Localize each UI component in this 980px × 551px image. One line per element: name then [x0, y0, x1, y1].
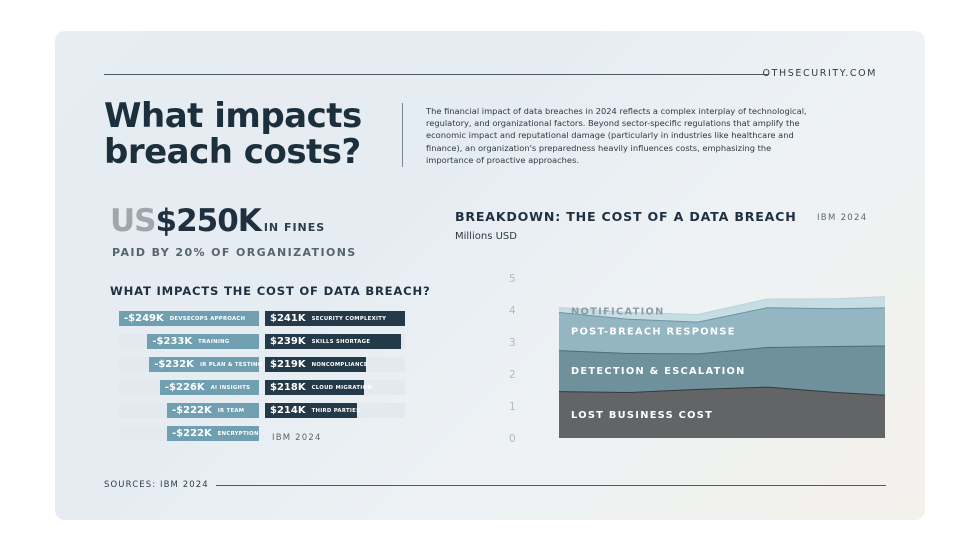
fines-amount: $250K [155, 203, 262, 239]
fines-label: IN FINES [263, 221, 326, 234]
chart-title: BREAKDOWN: THE COST OF A DATA BREACH [455, 209, 797, 224]
area-boundary-line [558, 386, 885, 396]
y-tick-label: 4 [509, 305, 516, 317]
amplifier-bar-label: NONCOMPLIANCE [311, 361, 368, 368]
amplifier-bar-row: $239K SKILLS SHORTAGE [265, 334, 405, 349]
amplifier-bar: $241K SECURITY COMPLEXITY [265, 311, 405, 326]
headline: What impacts breach costs? [104, 98, 362, 170]
headline-line-1: What impacts [104, 96, 362, 136]
reducer-bar: -$249K DEVSECOPS APPROACH [119, 311, 259, 326]
reducer-bar-value: -$226K [164, 382, 205, 393]
y-tick-label: 3 [509, 337, 516, 349]
reducer-bar-row: -$249K DEVSECOPS APPROACH [119, 311, 259, 326]
amplifier-bar-label: SKILLS SHORTAGE [311, 338, 371, 345]
series-label: NOTIFICATION [571, 306, 665, 317]
chart-source: IBM 2024 [817, 213, 868, 223]
y-tick-label: 5 [509, 273, 516, 285]
reducer-bar-value: -$222K [172, 405, 212, 416]
y-tick-label: 0 [509, 433, 516, 445]
amplifier-bar: $219K NONCOMPLIANCE [265, 357, 368, 372]
area-boundary-line [558, 296, 885, 315]
reducer-bar: -$233K TRAINING [147, 334, 259, 349]
site-name[interactable]: OTHSECURITY.COM [762, 68, 877, 79]
reducer-bar-value: -$249K [124, 313, 164, 324]
amplifier-bar-value: $239K [270, 336, 306, 347]
amplifier-bar-row: $219K NONCOMPLIANCE [265, 357, 405, 372]
intro-paragraph: The financial impact of data breaches in… [426, 106, 807, 165]
reducer-bar-value: -$232K [154, 359, 194, 370]
reducer-bar-row: -$233K TRAINING [119, 334, 259, 349]
bottom-divider [216, 485, 886, 486]
amplifier-bar-value: $218K [270, 382, 306, 393]
amplifier-bar: $214K THIRD PARTIES [265, 403, 360, 418]
headline-line-2: breach costs? [104, 132, 361, 172]
amplifier-bar-label: CLOUD MIGRATION [311, 384, 373, 391]
impacts-title: WHAT IMPACTS THE COST OF DATA BREACH? [110, 284, 431, 298]
reducer-bar: -$232K IR PLAN & TESTING [149, 357, 262, 372]
impacts-source: IBM 2024 [272, 433, 322, 443]
amplifier-bar-row: $241K SECURITY COMPLEXITY [265, 311, 405, 326]
reducer-bar: -$226K AI INSIGHTS [159, 380, 259, 395]
reducer-bar: -$222K ENCRYPTION [167, 426, 259, 441]
amplifier-bar-value: $241K [270, 313, 306, 324]
reducer-bar-row: -$226K AI INSIGHTS [119, 380, 259, 395]
y-tick-label: 2 [509, 369, 516, 381]
sources-note: SOURCES: IBM 2024 [104, 480, 209, 490]
fines-currency: US [110, 203, 156, 239]
fines-subtitle: PAID BY 20% OF ORGANIZATIONS [112, 246, 357, 259]
area-boundary-line [558, 345, 885, 355]
reducer-bar-label: DEVSECOPS APPROACH [169, 315, 246, 322]
amplifier-bar-value: $214K [270, 405, 306, 416]
reducer-bar-row: -$232K IR PLAN & TESTING [119, 357, 262, 372]
reducer-bar-label: IR TEAM [217, 407, 245, 414]
reducer-bar-row: -$222K IR TEAM [119, 403, 259, 418]
reducer-bar-value: -$233K [152, 336, 193, 347]
reducer-bar: -$222K IR TEAM [167, 403, 259, 418]
vertical-divider [402, 103, 403, 167]
reducer-bar-label: IR PLAN & TESTING [199, 361, 263, 368]
top-divider [104, 74, 769, 75]
area-series [559, 387, 885, 438]
chart-unit: Millions USD [455, 231, 517, 242]
amplifier-bar-value: $219K [270, 359, 306, 370]
reducer-bar-label: AI INSIGHTS [210, 384, 251, 391]
fines-stat: US$250K IN FINES [110, 203, 325, 239]
series-label: DETECTION & ESCALATION [571, 366, 746, 377]
infographic-card: OTHSECURITY.COM What impacts breach cost… [55, 31, 925, 520]
amplifier-bar-label: SECURITY COMPLEXITY [311, 315, 387, 322]
y-tick-label: 1 [509, 401, 516, 413]
reducer-bar-row: -$222K ENCRYPTION [119, 426, 259, 441]
breakdown-area-chart: 0 1 2 3 4 5 LOST BUSINESS COST DETECTION & ESCA… [509, 273, 885, 445]
reducer-bar-label: ENCRYPTION [217, 430, 259, 437]
series-label: LOST BUSINESS COST [571, 410, 713, 421]
reducer-bar-value: -$222K [172, 428, 212, 439]
amplifier-bar-row: $218K CLOUD MIGRATION [265, 380, 405, 395]
amplifier-bar: $239K SKILLS SHORTAGE [265, 334, 402, 349]
reducer-bar-label: TRAINING [198, 338, 230, 345]
area-boundary-line [558, 307, 885, 323]
amplifier-bar: $218K CLOUD MIGRATION [265, 380, 372, 395]
series-label: POST-BREACH RESPONSE [571, 327, 736, 338]
amplifier-bar-label: THIRD PARTIES [311, 407, 361, 414]
amplifier-bar-row: $214K THIRD PARTIES [265, 403, 405, 418]
